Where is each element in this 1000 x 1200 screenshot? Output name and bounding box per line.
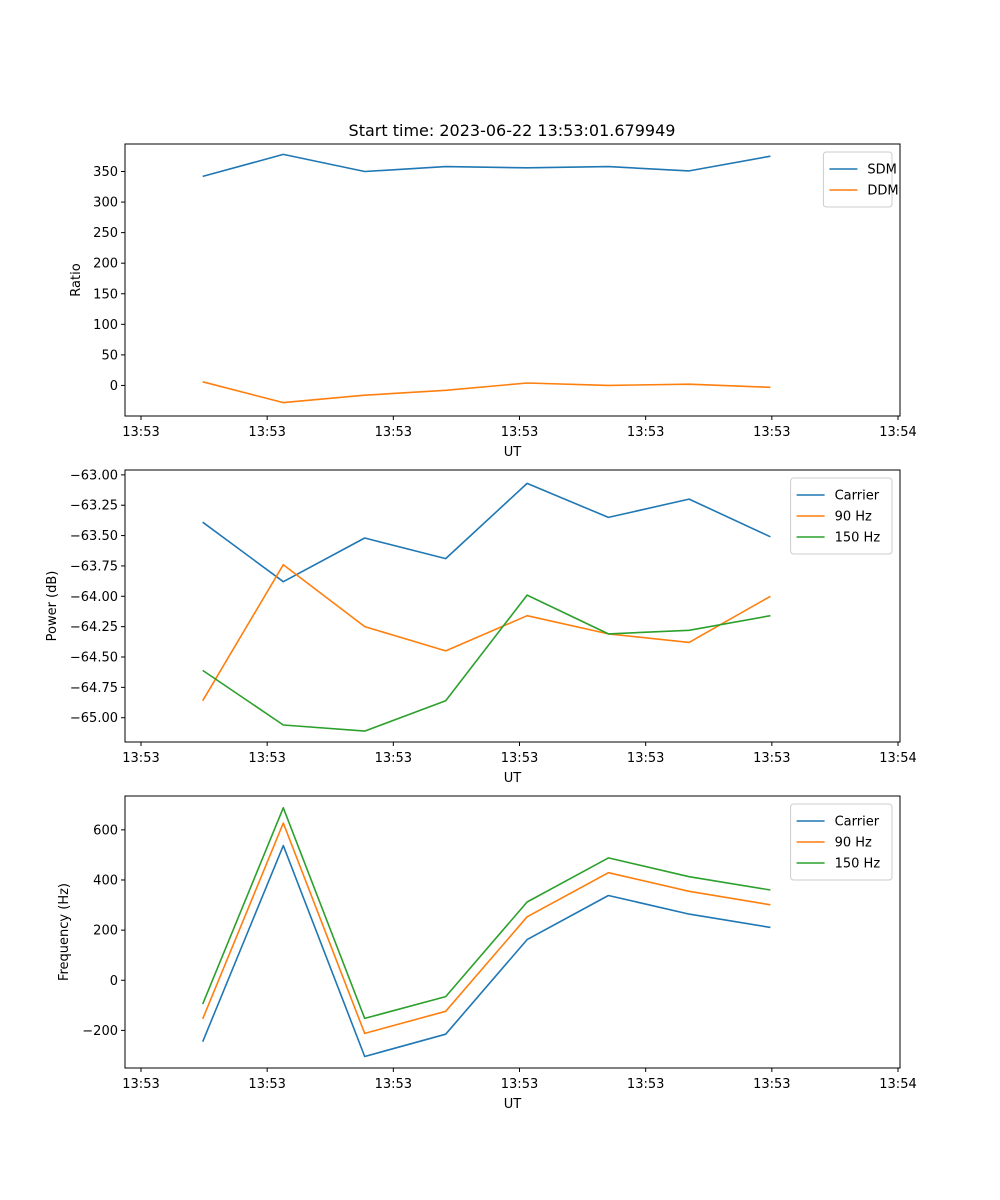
y-tick-label: −63.75	[70, 559, 118, 574]
y-tick-label: 0	[110, 379, 118, 394]
y-tick-label: −63.25	[70, 499, 118, 514]
axes-frame	[124, 143, 901, 417]
legend-box	[790, 477, 893, 555]
y-tick-label: 200	[93, 257, 118, 272]
y-tick-label: 400	[93, 873, 118, 888]
axes-frame	[124, 469, 901, 743]
axes-frame	[124, 795, 901, 1069]
y-tick-label: 200	[93, 924, 118, 939]
subplots: 13:53 13:53 13:53 13:53 13:53 13:53 13:54 UT 0 50…	[45, 143, 917, 1112]
legend-label: SDM	[867, 163, 896, 178]
x-tick-label: 13:53	[375, 751, 412, 766]
x-tick-label: 13:53	[375, 1077, 412, 1092]
x-tick-label: 13:53	[248, 751, 285, 766]
y-tick-label: 0	[110, 974, 118, 989]
x-tick-label: 13:54	[879, 1077, 916, 1092]
legend: Carrier 90 Hz 150 Hz	[790, 803, 893, 881]
x-tick-label: 13:53	[501, 751, 538, 766]
series-line-carrier	[201, 844, 771, 1058]
legend-label: Carrier	[835, 815, 880, 830]
x-axis-label: UT	[504, 1097, 522, 1112]
y-tick-label: −65.00	[70, 711, 118, 726]
x-axis-label: UT	[504, 445, 522, 460]
y-tick-label: −64.25	[70, 620, 118, 635]
y-axis-label: Frequency (Hz)	[57, 883, 72, 981]
legend-label: 150 Hz	[835, 857, 881, 872]
series-line-90-hz	[202, 563, 771, 702]
y-tick-label: −63.50	[70, 529, 118, 544]
x-tick-label: 13:53	[501, 425, 538, 440]
x-tick-label: 13:53	[248, 1077, 285, 1092]
x-tick-label: 13:53	[753, 425, 790, 440]
y-tick-label: 150	[93, 287, 118, 302]
legend-label: Carrier	[835, 489, 880, 504]
y-tick-label: −64.50	[70, 651, 118, 666]
x-tick-label: 13:53	[627, 425, 664, 440]
x-tick-label: 13:54	[879, 751, 916, 766]
legend-label: 150 Hz	[835, 531, 881, 546]
y-tick-label: 100	[93, 318, 118, 333]
legend-label: 90 Hz	[835, 836, 872, 851]
x-tick-label: 13:53	[627, 1077, 664, 1092]
legend: SDM DDM	[822, 151, 899, 208]
x-tick-label: 13:53	[753, 751, 790, 766]
series-line-sdm	[202, 153, 771, 178]
y-tick-label: 350	[93, 165, 118, 180]
series-line-150-hz	[201, 806, 771, 1020]
legend-box	[790, 803, 893, 881]
x-tick-label: 13:53	[122, 751, 159, 766]
y-tick-label: 600	[93, 823, 118, 838]
x-tick-label: 13:53	[122, 425, 159, 440]
y-tick-label: −64.75	[70, 681, 118, 696]
legend-label: 90 Hz	[835, 510, 872, 525]
y-tick-label: 300	[93, 196, 118, 211]
legend-box	[822, 151, 893, 208]
subplot-1: 13:53 13:53 13:53 13:53 13:53 13:53 13:54 UT 0 50…	[69, 143, 917, 460]
y-axis-label: Ratio	[69, 263, 84, 296]
x-tick-label: 13:53	[501, 1077, 538, 1092]
subplot-3: 13:53 13:53 13:53 13:53 13:53 13:53 13:54 UT −20…	[57, 795, 917, 1112]
series-line-90-hz	[201, 822, 771, 1035]
x-tick-label: 13:53	[375, 425, 412, 440]
y-tick-label: 250	[93, 226, 118, 241]
series-line-ddm	[202, 381, 771, 404]
legend: Carrier 90 Hz 150 Hz	[790, 477, 893, 555]
x-tick-label: 13:53	[248, 425, 285, 440]
x-tick-label: 13:54	[879, 425, 916, 440]
x-tick-label: 13:53	[753, 1077, 790, 1092]
x-tick-label: 13:53	[627, 751, 664, 766]
y-tick-label: −63.00	[70, 468, 118, 483]
y-axis-label: Power (dB)	[45, 571, 60, 642]
y-tick-label: 50	[101, 348, 118, 363]
legend-label: DDM	[867, 184, 898, 199]
x-axis-label: UT	[504, 771, 522, 786]
y-tick-label: −200	[82, 1024, 118, 1039]
series-line-carrier	[202, 482, 771, 583]
figure-title: Start time: 2023-06-22 13:53:01.679949	[349, 121, 676, 140]
subplot-2: 13:53 13:53 13:53 13:53 13:53 13:53 13:54 UT −65…	[45, 468, 917, 786]
x-tick-label: 13:53	[122, 1077, 159, 1092]
y-tick-label: −64.00	[70, 590, 118, 605]
series-line-150-hz	[202, 594, 771, 732]
